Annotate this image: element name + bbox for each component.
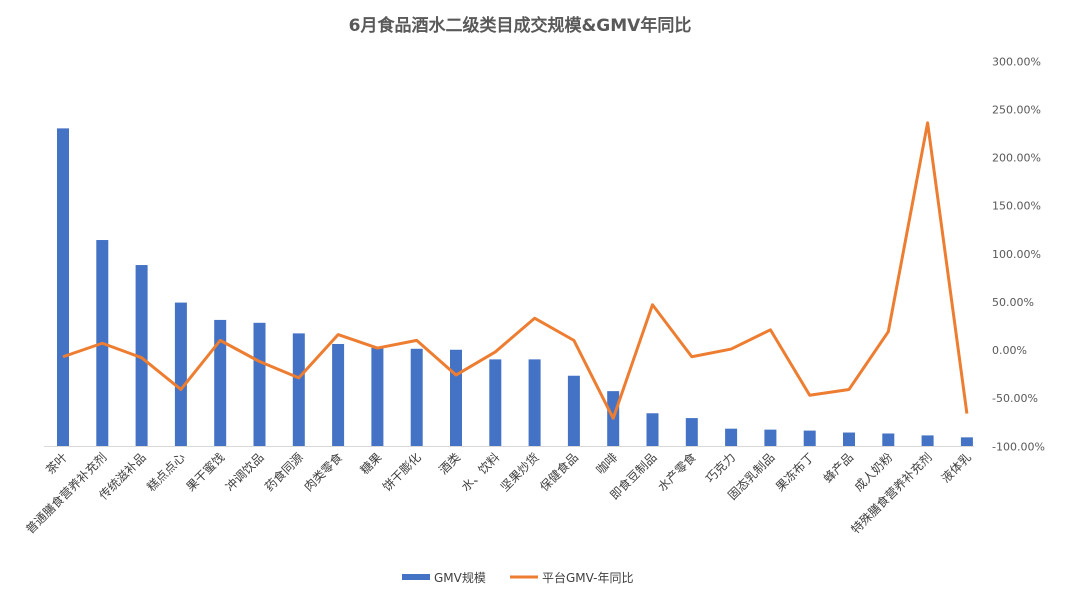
bar (489, 359, 502, 446)
category-label: 糕点点心 (144, 450, 188, 494)
category-label: 冲调饮品 (222, 450, 267, 495)
category-label: 茶叶 (43, 450, 71, 478)
bar (803, 430, 816, 446)
legend-swatch-bar (402, 574, 430, 580)
y2-tick-label: 100.00% (992, 248, 1041, 261)
bar (528, 359, 541, 446)
category-label: 水产零食 (654, 450, 699, 495)
category-label: 液体乳 (938, 450, 974, 486)
category-label: 饼干膨化 (380, 450, 424, 494)
bar (921, 435, 934, 446)
category-label: 咖啡 (593, 450, 621, 478)
y2-tick-label: 50.00% (992, 296, 1034, 309)
category-label: 药食同源 (261, 450, 306, 495)
legend: GMV规模 平台GMV-年同比 (402, 570, 634, 585)
category-label: 果干蜜饯 (183, 450, 228, 495)
category-label: 蜂产品 (821, 450, 856, 485)
bar (332, 343, 345, 446)
bar (292, 333, 305, 446)
category-label: 巧克力 (703, 450, 738, 485)
bar (135, 265, 148, 446)
bar (253, 322, 266, 446)
y2-tick-label: 250.00% (992, 103, 1041, 116)
bar (450, 349, 462, 446)
category-label: 酒类 (436, 450, 463, 477)
bar (174, 302, 187, 446)
bar (960, 437, 973, 446)
bar (843, 432, 855, 446)
category-label: 糖果 (357, 450, 385, 478)
bar (567, 375, 580, 446)
yoy-line (62, 121, 969, 420)
bar (725, 428, 738, 446)
bar (646, 413, 659, 446)
y2-tick-label: 300.00% (992, 55, 1041, 68)
y2-tick-label: 150.00% (992, 200, 1041, 213)
bar (371, 347, 384, 446)
bar (764, 429, 777, 446)
bar (410, 348, 423, 446)
y2-tick-label: 0.00% (992, 344, 1027, 357)
legend-label-bar: GMV规模 (434, 570, 486, 585)
category-label: 坚果炒货 (497, 450, 542, 495)
chart-title: 6月食品酒水二级类目成交规模&GMV年同比 (349, 15, 692, 36)
category-label: 肉类零食 (301, 450, 346, 495)
y2-tick-label: -100.00% (992, 440, 1045, 453)
legend-label-line: 平台GMV-年同比 (542, 570, 634, 585)
bar (882, 433, 895, 446)
category-label: 保健食品 (536, 450, 581, 495)
category-label: 水、饮料 (459, 450, 503, 494)
y2-tick-label: -50.00% (992, 392, 1038, 405)
bar (685, 418, 698, 446)
bar (214, 319, 227, 446)
category-label: 果冻布丁 (772, 450, 817, 495)
y2-tick-label: 200.00% (992, 152, 1041, 165)
bar (57, 128, 69, 446)
